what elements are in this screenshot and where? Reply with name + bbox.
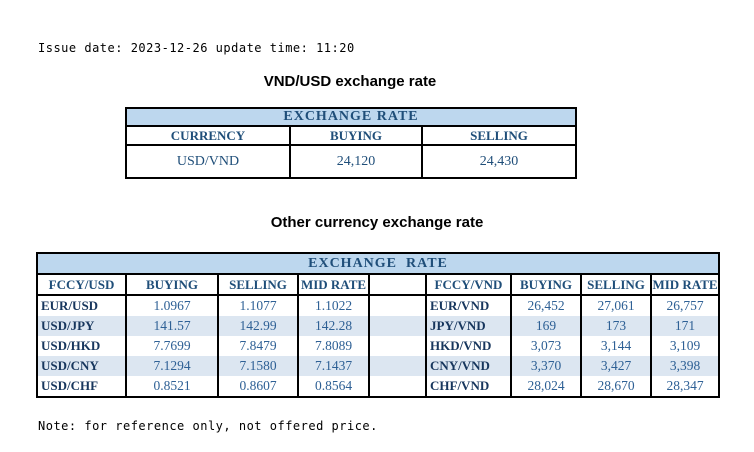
- mid-rate-cell: 26,757: [649, 295, 721, 316]
- buying-cell: 3,073: [510, 336, 582, 356]
- pair-cell: EUR/VND: [425, 295, 512, 316]
- spacer-cell: [368, 376, 427, 397]
- table-row: USD/VND 24,120 24,430: [125, 144, 578, 179]
- col-header-selling: SELLING: [217, 274, 299, 296]
- selling-cell: 3,427: [580, 356, 652, 376]
- col-header-buying: BUYING: [125, 274, 219, 296]
- col-header-fccy-vnd: FCCY/VND: [425, 274, 512, 296]
- buying-cell: 28,024: [510, 376, 582, 397]
- spacer-cell: [368, 295, 427, 316]
- selling-cell: 24,430: [420, 144, 578, 179]
- selling-cell: 3,144: [580, 336, 652, 356]
- selling-cell: 1.1077: [217, 295, 299, 316]
- mid-rate-cell: 142.28: [297, 316, 370, 336]
- pair-cell: USD/CHF: [36, 376, 127, 397]
- mid-rate-cell: 3,398: [649, 356, 721, 376]
- pair-cell: EUR/USD: [36, 295, 127, 316]
- mid-rate-cell: 1.1022: [297, 295, 370, 316]
- col-header-mid-rate: MID RATE: [649, 274, 721, 296]
- table-row: EUR/USD 1.0967 1.1077 1.1022 EUR/VND 26,…: [36, 295, 721, 316]
- col-header-fccy-usd: FCCY/USD: [36, 274, 127, 296]
- pair-cell: CNY/VND: [425, 356, 512, 376]
- buying-cell: 26,452: [510, 295, 582, 316]
- usd-vnd-rate-table: EXCHANGE RATE CURRENCY BUYING SELLING US…: [124, 107, 578, 179]
- buying-cell: 7.1294: [125, 356, 219, 376]
- column-header-row: FCCY/USD BUYING SELLING MID RATE FCCY/VN…: [36, 274, 721, 296]
- selling-cell: 0.8607: [217, 376, 299, 397]
- mid-rate-cell: 3,109: [649, 336, 721, 356]
- pair-cell: USD/CNY: [36, 356, 127, 376]
- buying-cell: 24,120: [289, 144, 423, 179]
- col-header-selling: SELLING: [580, 274, 652, 296]
- pair-cell: JPY/VND: [425, 316, 512, 336]
- selling-cell: 173: [580, 316, 652, 336]
- spacer-cell: [368, 316, 427, 336]
- other-table-title: Other currency exchange rate: [270, 214, 484, 231]
- mid-rate-cell: 7.1437: [297, 356, 370, 376]
- buying-cell: 0.8521: [125, 376, 219, 397]
- currency-cell: USD/VND: [125, 144, 291, 179]
- table-row: USD/JPY 141.57 142.99 142.28 JPY/VND 169…: [36, 316, 721, 336]
- col-header-currency: CURRENCY: [125, 125, 291, 146]
- table-row: USD/CHF 0.8521 0.8607 0.8564 CHF/VND 28,…: [36, 376, 721, 397]
- pair-cell: HKD/VND: [425, 336, 512, 356]
- mid-rate-cell: 7.8089: [297, 336, 370, 356]
- selling-cell: 7.1580: [217, 356, 299, 376]
- usd-table-title: VND/USD exchange rate: [263, 73, 437, 90]
- col-header-mid-rate: MID RATE: [297, 274, 370, 296]
- selling-cell: 27,061: [580, 295, 652, 316]
- buying-cell: 7.7699: [125, 336, 219, 356]
- other-currency-rate-table: EXCHANGE RATE FCCY/USD BUYING SELLING MI…: [35, 252, 721, 398]
- buying-cell: 3,370: [510, 356, 582, 376]
- note-line: Note: for reference only, not offered pr…: [38, 419, 378, 433]
- col-header-buying: BUYING: [510, 274, 582, 296]
- buying-cell: 1.0967: [125, 295, 219, 316]
- buying-cell: 141.57: [125, 316, 219, 336]
- issue-date-line: Issue date: 2023-12-26 update time: 11:2…: [38, 41, 355, 55]
- mid-rate-cell: 0.8564: [297, 376, 370, 397]
- pair-cell: USD/HKD: [36, 336, 127, 356]
- table-row: USD/HKD 7.7699 7.8479 7.8089 HKD/VND 3,0…: [36, 336, 721, 356]
- pair-cell: USD/JPY: [36, 316, 127, 336]
- spacer-cell: [368, 356, 427, 376]
- selling-cell: 28,670: [580, 376, 652, 397]
- selling-cell: 142.99: [217, 316, 299, 336]
- col-header-selling: SELLING: [420, 125, 578, 146]
- buying-cell: 169: [510, 316, 582, 336]
- mid-rate-cell: 28,347: [649, 376, 721, 397]
- spacer-cell: [368, 274, 427, 296]
- mid-rate-cell: 171: [649, 316, 721, 336]
- pair-cell: CHF/VND: [425, 376, 512, 397]
- spacer-cell: [368, 336, 427, 356]
- table-band-row: EXCHANGE RATE: [124, 107, 578, 127]
- other-table-band-header: EXCHANGE RATE: [35, 253, 721, 275]
- table-row: USD/CNY 7.1294 7.1580 7.1437 CNY/VND 3,3…: [36, 356, 721, 376]
- usd-table-band-header: EXCHANGE RATE: [124, 107, 578, 127]
- selling-cell: 7.8479: [217, 336, 299, 356]
- column-header-row: CURRENCY BUYING SELLING: [125, 125, 578, 146]
- table-band-row: EXCHANGE RATE: [35, 253, 721, 275]
- col-header-buying: BUYING: [289, 125, 423, 146]
